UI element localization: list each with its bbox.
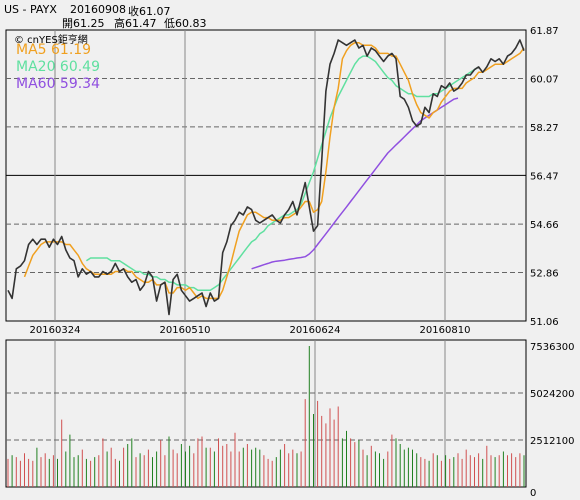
price-tick-label: 54.66 (530, 220, 559, 231)
price-tick-label: 51.06 (530, 317, 559, 328)
date-tick-label: 20160810 (420, 325, 471, 336)
close-label: 收61.07 (128, 5, 171, 18)
ma20-legend: MA20 60.49 (16, 59, 100, 75)
price-tick-label: 61.87 (530, 26, 559, 37)
volume-tick-label: 5024200 (530, 389, 575, 400)
volume-panel (5, 339, 527, 488)
low-label: 低60.83 (164, 17, 207, 30)
price-tick-label: 60.07 (530, 74, 559, 85)
symbol-label: US - PAYX (4, 3, 57, 16)
price-tick-label: 58.27 (530, 123, 559, 134)
date-tick-label: 20160324 (30, 325, 81, 336)
volume-tick-label: 7536300 (530, 342, 575, 353)
date-tick-label: 20160510 (160, 325, 211, 336)
series-line-close (7, 39, 525, 316)
series-line-ma60 (251, 97, 459, 270)
price-tick-label: 52.86 (530, 269, 559, 280)
ma5-legend: MA5 61.19 (16, 42, 92, 58)
date-label: 20160908 (70, 3, 126, 16)
volume-tick-label: 2512100 (530, 436, 575, 447)
volume-tick-label: 0 (530, 488, 536, 499)
ma60-legend: MA60 59.34 (16, 76, 100, 92)
price-tick-label: 56.47 (530, 171, 559, 182)
date-tick-label: 20160624 (290, 325, 341, 336)
open-label: 開61.25 (62, 17, 105, 30)
high-label: 高61.47 (114, 17, 157, 30)
brand-label: © cnYES鉅亨網 (14, 35, 88, 46)
